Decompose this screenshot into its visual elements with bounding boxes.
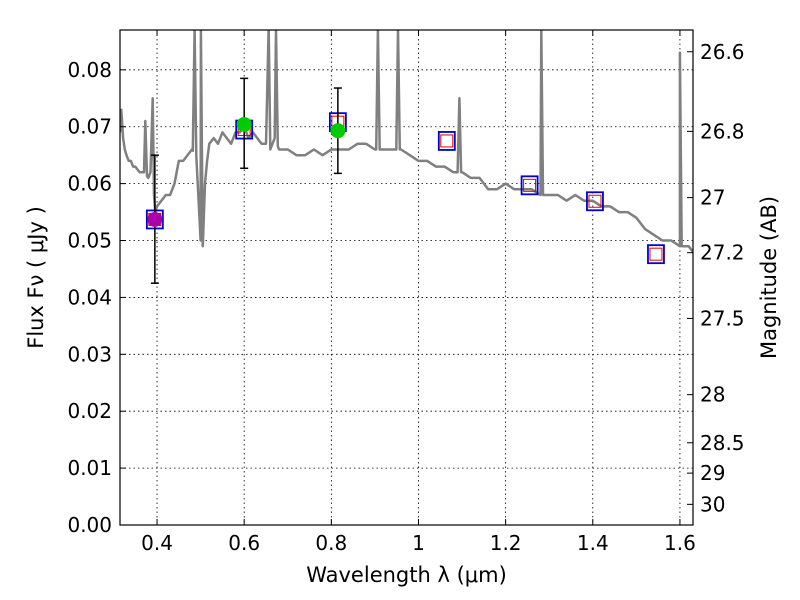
right-tick-label: 28.5 — [700, 431, 745, 455]
axes: 0.4 0.6 0.8 1 1.2 1.4 1.6 0.00 0.01 0.02 0.03 0.04 0… — [67, 29, 745, 555]
x-tick-label: 1.4 — [577, 531, 609, 555]
y-tick-label: 0.06 — [67, 172, 112, 196]
right-tick-label: 26.8 — [700, 119, 745, 143]
model-photometry-inner-box — [649, 247, 663, 261]
x-tick-label: 1.2 — [490, 531, 522, 555]
sed-model-line — [120, 30, 693, 254]
model-photometry-inner-box — [440, 134, 454, 148]
y-axis-title: Flux Fν ( μJy ) — [24, 206, 48, 349]
right-tick-label: 30 — [700, 492, 725, 516]
plot-area — [120, 30, 693, 284]
right-tick-label: 27.5 — [700, 306, 745, 330]
grid — [120, 30, 693, 526]
model-photometry-box — [647, 244, 665, 265]
y-tick-label: 0.01 — [67, 456, 112, 480]
model-photometry-box — [437, 131, 456, 151]
x-tick-label: 0.4 — [141, 531, 173, 555]
right-tick-label: 26.6 — [700, 40, 745, 64]
model-photometry-box — [586, 191, 604, 212]
y-tick-label: 0.05 — [67, 229, 112, 253]
x-tick-label: 1.6 — [664, 531, 696, 555]
right-tick-label: 27.2 — [700, 241, 745, 265]
model-photometry-inner-box — [523, 178, 537, 192]
x-tick-label: 0.8 — [315, 531, 347, 555]
x-tick-label: 1 — [412, 531, 425, 555]
right-tick-label: 28 — [700, 383, 725, 407]
y-tick-label: 0.08 — [67, 58, 112, 82]
observed-point — [236, 116, 252, 132]
y-tick-label: 0.07 — [67, 115, 112, 139]
y-tick-label: 0.04 — [67, 285, 112, 309]
observed-point — [330, 123, 346, 139]
plot-frame — [119, 29, 694, 526]
x-axis-title: Wavelength λ (μm) — [306, 563, 507, 587]
right-axis-title: Magnitude (AB) — [757, 196, 781, 359]
right-tick-label: 27 — [700, 186, 725, 210]
model-photometry-inner-box — [588, 194, 602, 208]
y-tick-label: 0.02 — [67, 399, 112, 423]
right-tick-label: 29 — [700, 461, 725, 485]
y-tick-label: 0.00 — [67, 513, 112, 537]
model-photometry-box — [520, 175, 539, 196]
observed-point — [147, 211, 163, 227]
y-tick-label: 0.03 — [67, 342, 112, 366]
x-tick-label: 0.6 — [228, 531, 260, 555]
